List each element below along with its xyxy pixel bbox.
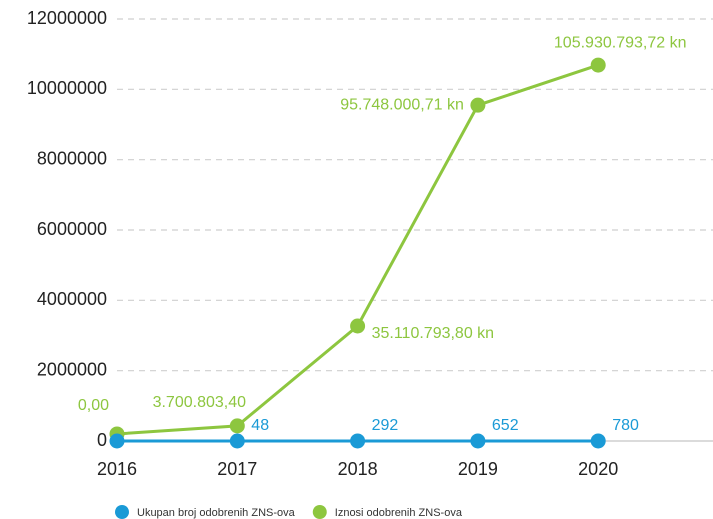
data-label: 780 — [612, 417, 639, 434]
data-point — [590, 57, 606, 73]
y-tick-label: 10000000 — [27, 78, 107, 98]
data-label: 292 — [372, 417, 399, 434]
x-tick-label: 2016 — [97, 459, 137, 479]
x-tick-label: 2020 — [578, 459, 618, 479]
data-point — [470, 433, 486, 449]
data-point — [229, 433, 245, 449]
y-tick-label: 0 — [97, 430, 107, 450]
series-line — [116, 63, 599, 436]
data-label: 48 — [251, 417, 269, 434]
y-tick-label: 8000000 — [37, 148, 107, 168]
data-label: 652 — [492, 417, 519, 434]
legend-marker — [115, 505, 129, 519]
annotation: 105.930.793,72 kn — [554, 34, 687, 51]
data-point — [109, 433, 125, 449]
data-point — [229, 418, 245, 434]
x-tick-label: 2018 — [338, 459, 378, 479]
annotation: 3.700.803,40 — [153, 394, 247, 411]
y-tick-label: 12000000 — [27, 8, 107, 28]
y-tick-label: 4000000 — [37, 289, 107, 309]
legend-label: Ukupan broj odobrenih ZNS-ova — [137, 507, 296, 519]
x-tick-label: 2017 — [217, 459, 257, 479]
annotation: 0,00 — [78, 397, 109, 414]
data-point — [350, 318, 366, 334]
data-point — [590, 433, 606, 449]
annotation: 95.748.000,71 kn — [340, 96, 464, 113]
y-tick-label: 6000000 — [37, 219, 107, 239]
annotation: 35.110.793,80 kn — [372, 325, 494, 342]
y-tick-label: 2000000 — [37, 359, 107, 379]
legend-label: Iznosi odobrenih ZNS-ova — [335, 507, 463, 519]
data-point — [470, 97, 486, 113]
data-point — [350, 433, 366, 449]
legend-marker — [312, 505, 327, 519]
x-tick-label: 2019 — [458, 459, 498, 479]
